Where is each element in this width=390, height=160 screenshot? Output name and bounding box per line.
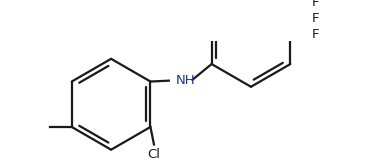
Text: F: F: [311, 12, 319, 25]
Text: F: F: [311, 28, 319, 41]
Text: F: F: [311, 0, 319, 9]
Text: Cl: Cl: [147, 148, 160, 160]
Text: NH: NH: [176, 74, 195, 87]
